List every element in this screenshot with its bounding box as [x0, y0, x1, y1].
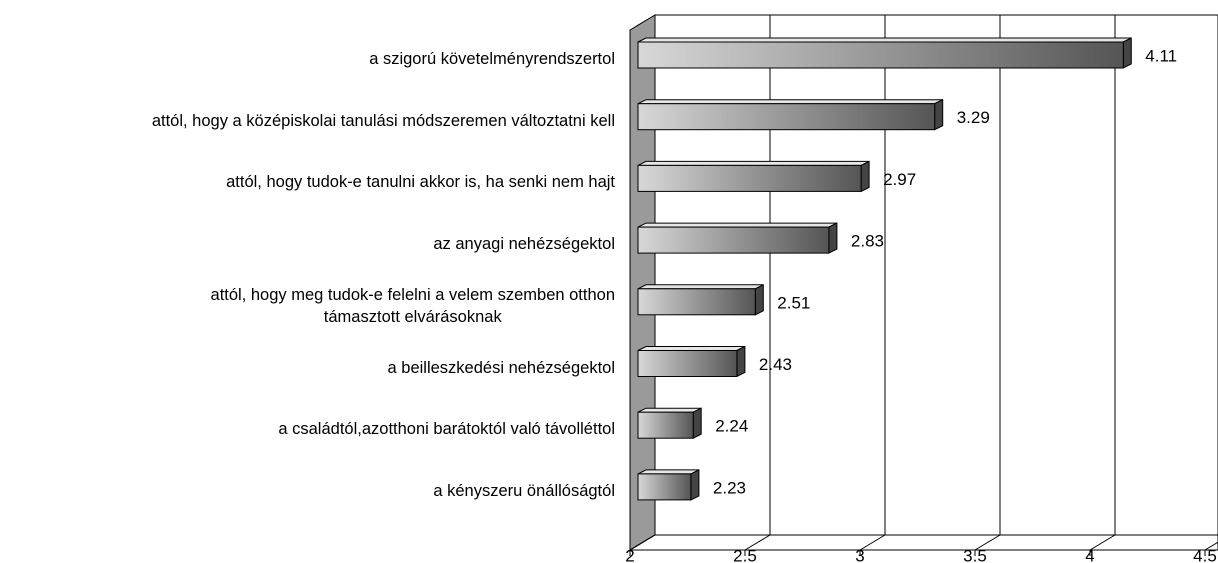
y-tick-label: a szigorú követelményrendszertol [369, 50, 615, 68]
back-wall [654, 14, 1218, 536]
x-tick-label: 2 [625, 546, 634, 563]
floor [628, 534, 1218, 551]
value-label: 2.23 [713, 478, 746, 497]
value-label: 2.43 [759, 355, 792, 374]
bar [637, 407, 702, 440]
y-tick-label: attól, hogy a középiskolai tanulási móds… [151, 111, 615, 130]
y-tick-label: a kényszeru önállóságtól [433, 481, 615, 500]
y-tick-label: attól, hogy meg tudok-e felelni a velem … [210, 285, 615, 326]
y-tick-label: az anyagi nehézségektol [433, 235, 615, 254]
value-label: 2.83 [851, 232, 884, 251]
value-label: 3.29 [957, 108, 990, 127]
x-tick-label: 3 [855, 546, 864, 563]
value-label: 2.97 [883, 170, 916, 189]
x-tick-label: 4 [1085, 546, 1094, 563]
value-label: 2.24 [715, 417, 748, 436]
x-tick-label: 4.5 [1193, 546, 1217, 563]
bar [637, 345, 746, 378]
bar [637, 222, 838, 254]
y-tick-label: a családtól,azotthoni barátoktól való tá… [278, 420, 615, 439]
x-tick-label: 2.5 [733, 546, 757, 563]
bar [637, 469, 700, 501]
floor-line [974, 534, 1001, 551]
floor-line [744, 534, 771, 551]
bar [637, 160, 870, 193]
value-label: 4.11 [1145, 46, 1177, 65]
floor-line [859, 534, 886, 551]
value-label: 2.51 [777, 293, 810, 312]
x-tick-label: 3.5 [963, 546, 987, 563]
bar [637, 98, 944, 131]
bar [637, 283, 764, 316]
bar [637, 37, 1132, 69]
y-tick-label: attól, hogy tudok-e tanulni akkor is, ha… [226, 173, 615, 192]
y-tick-label: a beilleszkedési nehézségektol [387, 358, 615, 377]
floor-line [629, 534, 656, 551]
floor-line [1089, 534, 1116, 551]
